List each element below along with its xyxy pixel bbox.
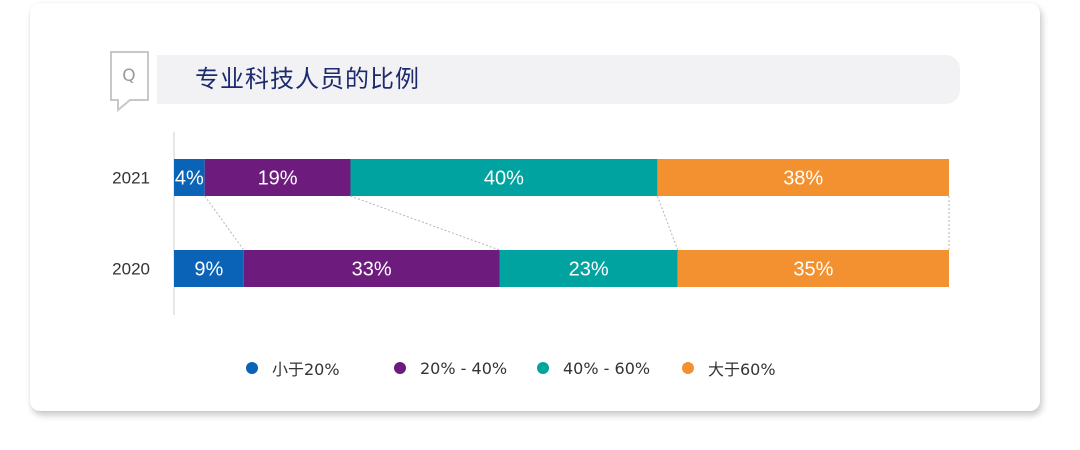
category-label-2021: 2021 xyxy=(112,169,150,188)
data-label-2021-3: 40% xyxy=(484,168,524,190)
data-label-2021-2: 19% xyxy=(258,168,298,190)
legend-swatch-40-60 xyxy=(537,362,549,374)
title-bar: 专业科技人员的比例 xyxy=(157,55,960,104)
bar-segment-2021-4 xyxy=(657,159,949,196)
legend-swatch-gt60 xyxy=(682,362,694,374)
connector-line-1 xyxy=(204,195,245,251)
legend-item-40-60: 40% - 60% xyxy=(537,356,650,380)
q-speech-bubble-icon: Q xyxy=(110,51,149,112)
data-label-2021-4: 38% xyxy=(783,168,823,190)
bar-segment-2020-4 xyxy=(677,250,949,287)
chart-title: 专业科技人员的比例 xyxy=(195,65,420,93)
data-label-2020-3: 23% xyxy=(569,259,609,281)
legend-label-20-40: 20% - 40% xyxy=(420,358,508,378)
legend-item-20-40: 20% - 40% xyxy=(394,356,507,380)
bar-segment-2020-1 xyxy=(174,250,244,287)
data-label-2021-1: 4% xyxy=(175,168,204,190)
q-letter: Q xyxy=(122,66,135,86)
data-label-2020-2: 33% xyxy=(352,259,392,281)
bar-segment-2021-1 xyxy=(174,159,205,196)
category-label-2020: 2020 xyxy=(112,260,150,279)
connector-line-3 xyxy=(656,195,679,251)
legend-label-gt60: 大于60% xyxy=(708,360,776,379)
legend-item-lt20: 小于20% xyxy=(246,356,340,380)
data-label-2020-4: 35% xyxy=(793,259,833,281)
bar-segment-2021-3 xyxy=(350,159,658,196)
legend-item-gt60: 大于60% xyxy=(682,356,776,380)
bar-segment-2020-3 xyxy=(499,250,678,287)
legend-label-lt20: 小于20% xyxy=(272,360,340,379)
data-label-2020-1: 9% xyxy=(194,259,223,281)
legend-swatch-20-40 xyxy=(394,362,406,374)
connector-line-2 xyxy=(350,195,500,251)
bar-segment-2021-2 xyxy=(204,159,351,196)
legend-label-40-60: 40% - 60% xyxy=(563,358,651,378)
bar-segment-2020-2 xyxy=(243,250,500,287)
legend-swatch-lt20 xyxy=(246,362,258,374)
